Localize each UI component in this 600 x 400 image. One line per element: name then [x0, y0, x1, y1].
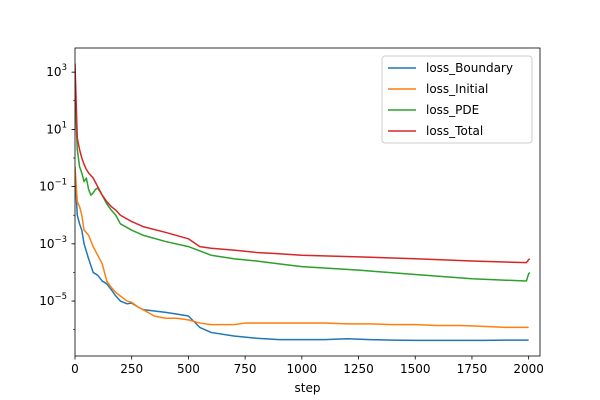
y-tick-label: 101 — [46, 120, 67, 136]
y-tick-label: 10−1 — [39, 178, 67, 194]
x-tick-label: 0 — [71, 362, 79, 376]
axes-layer: 0 250 500 750 1000 1250 1500 1750 2000 10−5 10−3 10… — [39, 47, 544, 376]
legend-label: loss_PDE — [426, 103, 479, 117]
legend-box — [381, 55, 533, 144]
y-tick-label: 10−5 — [39, 292, 67, 308]
series-line-loss-boundary — [75, 172, 529, 342]
legend-label: loss_Total — [426, 124, 483, 138]
x-tick-label: 1500 — [400, 362, 431, 376]
x-tick-label: 1250 — [343, 362, 374, 376]
y-tick-label: 103 — [46, 63, 67, 79]
x-tick-label: 2000 — [513, 362, 544, 376]
y-tick-label: 10−3 — [39, 235, 67, 251]
legend: loss_Boundary loss_Initial loss_PDE loss_To… — [381, 55, 533, 144]
series-layer — [75, 63, 531, 342]
x-tick-label: 250 — [120, 362, 143, 376]
series-line-loss-total — [75, 63, 531, 264]
plot-frame — [74, 47, 541, 357]
legend-label: loss_Boundary — [426, 61, 513, 75]
x-axis-label: step — [295, 381, 321, 395]
x-tick-label: 1750 — [457, 362, 488, 376]
x-tick-label: 500 — [177, 362, 200, 376]
x-tick-label: 750 — [234, 362, 257, 376]
series-line-loss-pde — [75, 92, 531, 282]
legend-label: loss_Initial — [426, 82, 488, 96]
series-line-loss-initial — [75, 166, 529, 329]
x-tick-label: 1000 — [287, 362, 318, 376]
